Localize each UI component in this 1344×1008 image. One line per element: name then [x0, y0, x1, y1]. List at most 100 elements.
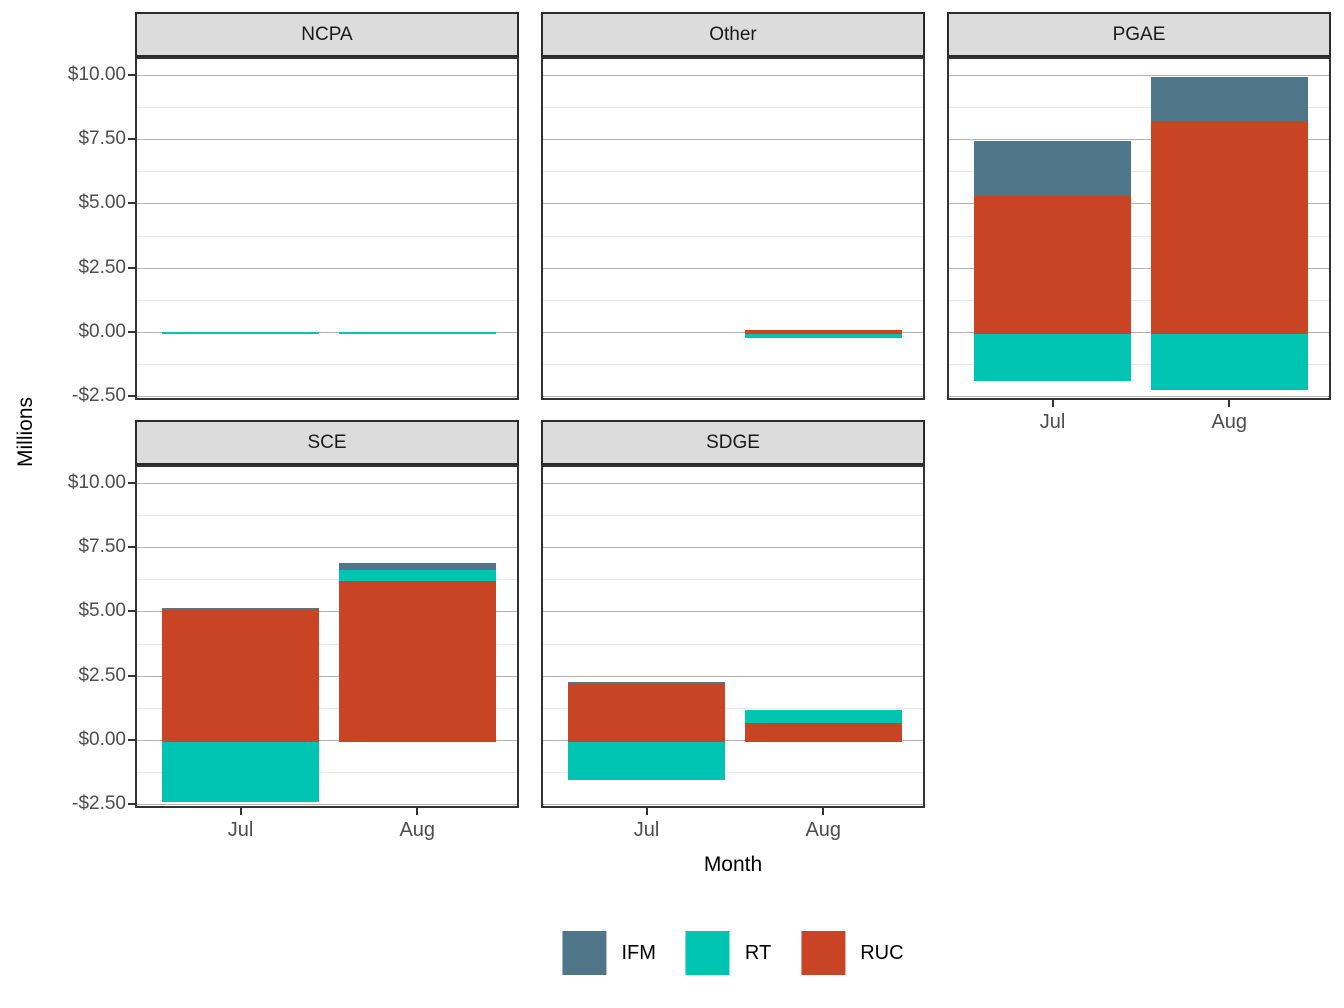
x-tick-mark [416, 808, 419, 815]
minor-gridline [543, 579, 923, 581]
facet-label-ncpa: NCPA [301, 23, 353, 45]
y-tick-label: $2.50 [78, 256, 126, 278]
major-gridline [137, 267, 517, 269]
minor-gridline [543, 107, 923, 109]
bar-sdge-jul-ifm [567, 682, 726, 685]
y-tick-label: $5.00 [78, 600, 126, 622]
bar-pgae-jul-rt [973, 333, 1132, 382]
major-gridline [137, 396, 517, 398]
x-tick-mark [1228, 400, 1231, 407]
y-tick-label: $2.50 [78, 664, 126, 686]
minor-gridline [137, 643, 517, 645]
major-gridline [137, 611, 517, 613]
major-gridline [137, 139, 517, 141]
major-gridline [949, 331, 1329, 333]
bar-ncpa-aug-rt [338, 331, 496, 334]
y-tick-mark [128, 803, 135, 806]
bar-sce-aug-ruc [338, 581, 496, 742]
legend-swatch-ruc [801, 931, 846, 975]
plot-area-ncpa [135, 57, 519, 400]
facet-strip-sdge: SDGE [541, 420, 925, 465]
facet-strip-pgae: PGAE [947, 12, 1331, 57]
minor-gridline [949, 364, 1329, 366]
y-tick-mark [128, 395, 135, 398]
bar-sdge-aug-rt [744, 710, 902, 723]
x-tick-mark [239, 808, 242, 815]
y-tick-label: $10.00 [67, 63, 126, 85]
major-gridline [543, 267, 923, 269]
major-gridline [137, 482, 517, 484]
minor-gridline [137, 364, 517, 366]
major-gridline [543, 547, 923, 549]
bar-pgae-jul-ifm [973, 141, 1132, 197]
minor-gridline [137, 299, 517, 301]
major-gridline [543, 396, 923, 398]
minor-gridline [137, 107, 517, 109]
major-gridline [137, 675, 517, 677]
y-tick-mark [128, 610, 135, 613]
major-gridline [949, 139, 1329, 141]
y-tick-label: $10.00 [67, 471, 126, 493]
minor-gridline [949, 107, 1329, 109]
plot-area-pgae [947, 57, 1331, 400]
facet-strip-sce: SCE [135, 420, 519, 465]
facet-label-pgae: PGAE [1112, 23, 1166, 45]
plot-area-sdge [541, 465, 925, 808]
major-gridline [543, 675, 923, 677]
y-tick-label: $0.00 [78, 728, 126, 750]
minor-gridline [543, 515, 923, 517]
plot-area-sce [135, 465, 519, 808]
y-tick-mark [128, 481, 135, 484]
legend-label-ifm: IFM [621, 941, 656, 964]
facet-panel-sce: SCE [135, 420, 519, 808]
major-gridline [949, 74, 1329, 76]
bar-sce-jul-ifm [161, 607, 320, 610]
minor-gridline [949, 171, 1329, 173]
bar-sdge-aug-ruc [744, 722, 902, 742]
x-tick-label-jul: Jul [633, 819, 660, 841]
y-tick-mark [128, 266, 135, 269]
x-tick-mark [645, 808, 648, 815]
y-tick-label: -$2.50 [72, 385, 126, 407]
major-gridline [543, 139, 923, 141]
minor-gridline [137, 579, 517, 581]
major-gridline [137, 804, 517, 806]
major-gridline [543, 611, 923, 613]
x-tick-mark [1051, 400, 1054, 407]
major-gridline [543, 331, 923, 333]
y-tick-label: -$2.50 [72, 793, 126, 815]
facet-label-other: Other [709, 23, 757, 45]
minor-gridline [137, 707, 517, 709]
bar-sce-jul-rt [161, 741, 320, 803]
bar-pgae-aug-ifm [1150, 76, 1308, 121]
bar-sce-aug-ifm [338, 563, 496, 570]
minor-gridline [543, 364, 923, 366]
y-tick-mark [128, 73, 135, 76]
facet-label-sdge: SDGE [706, 431, 760, 453]
facet-panel-pgae: PGAE [947, 12, 1331, 400]
legend-entry-ifm: IFM [562, 931, 656, 975]
facet-panel-sdge: SDGE [541, 420, 925, 808]
major-gridline [137, 203, 517, 205]
minor-gridline [543, 235, 923, 237]
bar-ncpa-jul-rt [161, 331, 320, 334]
x-tick-label-aug: Aug [805, 819, 842, 841]
major-gridline [137, 74, 517, 76]
legend-label-ruc: RUC [860, 941, 904, 964]
major-gridline [543, 203, 923, 205]
minor-gridline [137, 171, 517, 173]
minor-gridline [137, 515, 517, 517]
minor-gridline [137, 772, 517, 774]
major-gridline [543, 804, 923, 806]
minor-gridline [543, 772, 923, 774]
y-tick-mark [128, 138, 135, 141]
minor-gridline [543, 299, 923, 301]
minor-gridline [543, 643, 923, 645]
bar-sce-aug-rt [338, 569, 496, 582]
legend-swatch-rt [685, 931, 730, 975]
y-tick-mark [128, 674, 135, 677]
bar-other-aug-rt [744, 333, 902, 338]
x-tick-mark [822, 808, 825, 815]
x-tick-label-aug: Aug [1211, 411, 1248, 433]
facet-label-sce: SCE [307, 431, 347, 453]
